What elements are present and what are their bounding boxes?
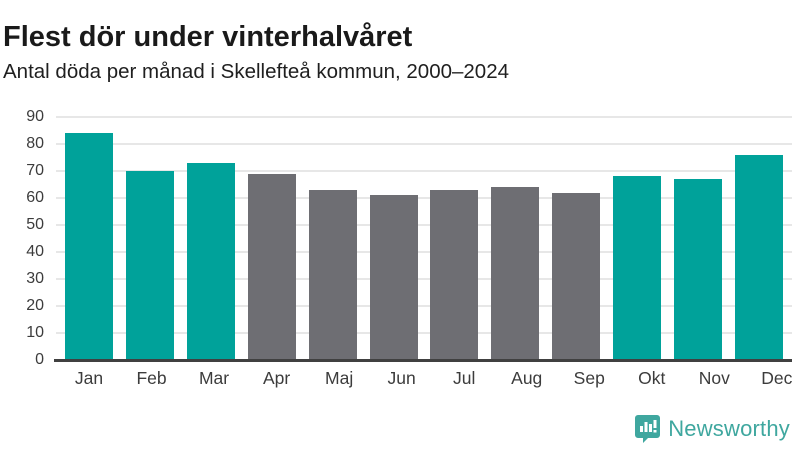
- brand-name: Newsworthy: [668, 415, 790, 441]
- y-axis-tick-label: 40: [26, 243, 44, 261]
- bar-okt: [613, 176, 662, 360]
- x-axis-label: Feb: [136, 368, 167, 388]
- bars-container: [56, 117, 792, 360]
- x-axis-line: [54, 359, 792, 362]
- bar-sep: [552, 192, 601, 360]
- y-axis-tick-label: 70: [26, 162, 44, 179]
- bar-jul: [430, 189, 479, 360]
- gridline: [56, 305, 792, 308]
- bar-chart-speech-bubble-icon: [634, 414, 661, 443]
- bar-dec: [734, 154, 783, 360]
- gridline: [56, 332, 792, 335]
- bar-aug: [491, 187, 540, 360]
- x-axis-label: Aug: [511, 368, 543, 388]
- x-axis-label: Maj: [325, 368, 354, 388]
- y-axis-tick-label: 80: [26, 135, 44, 153]
- y-axis: 0 10 20 30 40 50 60 70 80 90: [0, 108, 44, 368]
- x-axis: Jan Feb Mar Apr Maj Jun Jul Aug Sep Okt Nov Dec: [56, 368, 800, 389]
- gridline: [56, 170, 792, 172]
- y-axis-tick-label: 0: [35, 351, 44, 368]
- x-axis-label: Jan: [74, 368, 104, 388]
- gridline: [56, 197, 792, 200]
- gridline: [56, 116, 792, 118]
- y-axis-tick-label: 10: [26, 324, 44, 342]
- y-axis-tick-label: 60: [26, 189, 44, 207]
- x-axis-label: Dec: [761, 368, 793, 388]
- x-axis-label: Nov: [698, 368, 730, 388]
- x-axis-label: Okt: [638, 368, 666, 388]
- bar-jun: [369, 195, 418, 360]
- x-axis-label: Jul: [453, 368, 476, 388]
- bar-jan: [65, 133, 113, 360]
- x-axis-label: Jun: [387, 368, 416, 388]
- bar-apr: [247, 173, 296, 360]
- bar-maj: [308, 189, 357, 360]
- gridline: [56, 278, 792, 281]
- y-axis-tick-label: 30: [26, 270, 44, 288]
- x-axis-label: Apr: [262, 368, 291, 388]
- gridline: [56, 224, 792, 226]
- chart-subtitle: Antal döda per månad i Skellefteå kommun…: [3, 60, 510, 83]
- y-axis-tick-label: 50: [26, 216, 44, 233]
- x-axis-label: Mar: [198, 368, 230, 388]
- gridline: [56, 251, 792, 254]
- gridline: [56, 143, 792, 146]
- bar-feb: [125, 171, 174, 360]
- chart-title: Flest dör under vinterhalvåret: [3, 21, 413, 54]
- newsworthy-logo[interactable]: Newsworthy: [634, 414, 790, 443]
- y-axis-tick-label: 20: [26, 297, 44, 315]
- plot-area: [54, 116, 792, 362]
- x-axis-label: Sep: [573, 368, 605, 388]
- bar-mar: [186, 162, 235, 360]
- y-axis-tick-label: 90: [26, 108, 44, 125]
- bar-nov: [674, 179, 723, 360]
